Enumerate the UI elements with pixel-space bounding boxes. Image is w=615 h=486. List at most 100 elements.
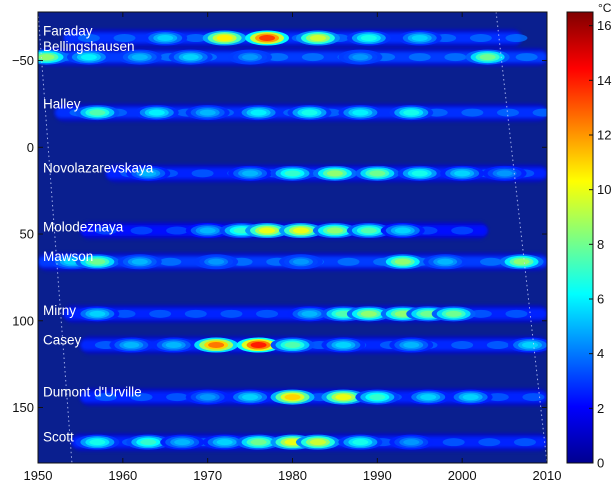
band-peak [202, 30, 247, 46]
band-peak [270, 389, 315, 405]
band [80, 336, 547, 355]
band-peak [185, 105, 230, 121]
peak-contour [394, 258, 411, 265]
band-peak [355, 389, 400, 405]
band-peak [465, 49, 510, 65]
band-peak [338, 434, 383, 450]
peak-contour [242, 54, 259, 61]
band-peak [508, 337, 547, 353]
colorbar-tick-label: 0 [597, 456, 604, 471]
peak-contour [352, 54, 369, 61]
x-tick-label: 2010 [533, 468, 562, 483]
band-cell [532, 108, 547, 117]
band-peak [168, 49, 213, 65]
colorbar [566, 11, 594, 464]
band-peak [295, 30, 340, 46]
band [38, 48, 547, 67]
x-axis: 1950 1960 1970 1980 1990 2000 2010 [24, 12, 562, 483]
peak-contour [208, 342, 225, 349]
peak-contour [496, 170, 513, 177]
x-tick-label: 1970 [193, 468, 222, 483]
peak-contour [301, 109, 318, 116]
band-peak [406, 389, 451, 405]
peak-contour [292, 258, 309, 265]
y-tick-label: −50 [12, 53, 34, 68]
band-peak [338, 105, 383, 121]
band-peak [202, 434, 247, 450]
band-cell [408, 53, 431, 62]
band [63, 29, 528, 48]
band-peak [185, 389, 230, 405]
band-peak [312, 223, 357, 239]
band-cell [256, 309, 279, 318]
peak-contour [148, 109, 165, 116]
x-tick-label: 2000 [448, 468, 477, 483]
band-peak [346, 223, 391, 239]
band-peak [228, 49, 273, 65]
band-peak [287, 306, 332, 322]
peak-contour [259, 227, 276, 234]
y-tick-label: 100 [12, 313, 34, 328]
peak-contour [140, 439, 157, 446]
band-cell [184, 34, 207, 43]
peak-contour [208, 258, 225, 265]
band-cell [220, 309, 243, 318]
band-peak [440, 165, 485, 181]
band-cell [469, 34, 492, 43]
station-label: Molodeznaya [43, 220, 124, 235]
peak-contour [174, 439, 191, 446]
band-peak [287, 105, 332, 121]
band-peak [482, 165, 527, 181]
peak-contour [292, 227, 309, 234]
x-tick-label: 1960 [108, 468, 137, 483]
peak-contour [335, 342, 352, 349]
peak-contour [157, 35, 174, 42]
band-cell [191, 169, 214, 178]
band-peak [236, 105, 281, 121]
band-cell [159, 257, 182, 266]
band [71, 433, 547, 452]
band-cell [505, 309, 528, 318]
band-cell [496, 108, 519, 117]
band-peak [194, 337, 239, 353]
peak-contour [250, 439, 267, 446]
peak-contour [199, 109, 216, 116]
band-peak [389, 434, 434, 450]
band-peak [236, 434, 281, 450]
peak-contour [411, 170, 428, 177]
peak-contour [522, 342, 539, 349]
band-peak [117, 49, 162, 65]
peak-contour [309, 439, 326, 446]
peak-contour [182, 54, 199, 61]
peak-contour [411, 35, 428, 42]
band-peak [389, 105, 434, 121]
peak-contour [437, 258, 454, 265]
peak-contour [513, 258, 530, 265]
peak-contour [131, 258, 148, 265]
band-peak [431, 306, 476, 322]
band-cell [94, 393, 117, 402]
peak-contour [131, 54, 148, 61]
peak-contour [199, 394, 216, 401]
band-peak [321, 337, 366, 353]
station-label: Novolazarevskaya [43, 161, 154, 176]
peak-contour [80, 54, 97, 61]
station-label: Scott [43, 429, 74, 444]
band-peak [423, 254, 468, 270]
band-peak [160, 434, 205, 450]
peak-contour [335, 394, 352, 401]
band-peak [151, 337, 196, 353]
band-peak [338, 49, 383, 65]
band-cell [451, 341, 474, 350]
station-label: Dumont d'Urville [43, 384, 142, 399]
peak-contour [140, 170, 157, 177]
peak-contour [403, 439, 420, 446]
band-peak [236, 337, 281, 353]
band-cell [184, 309, 207, 318]
band-peak [109, 337, 154, 353]
y-tick-label: 0 [27, 140, 34, 155]
band-cell [130, 393, 153, 402]
band [105, 164, 547, 183]
peak-contour [301, 310, 318, 317]
